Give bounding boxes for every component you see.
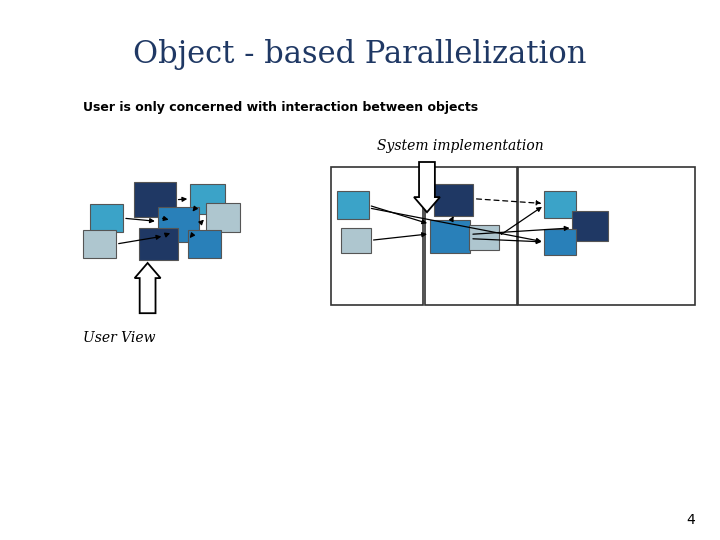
Text: User View: User View xyxy=(83,330,156,345)
Bar xyxy=(431,220,470,253)
Bar xyxy=(544,229,576,255)
Bar xyxy=(138,228,179,260)
Bar xyxy=(158,206,199,241)
Text: Object - based Parallelization: Object - based Parallelization xyxy=(133,38,587,70)
Text: User is only concerned with interaction between objects: User is only concerned with interaction … xyxy=(83,102,478,114)
Bar xyxy=(425,167,517,305)
Bar xyxy=(190,184,225,213)
Bar xyxy=(518,167,695,305)
Bar xyxy=(90,204,123,232)
Text: System implementation: System implementation xyxy=(377,139,544,153)
Bar xyxy=(83,230,116,258)
Bar xyxy=(331,167,423,305)
Bar xyxy=(433,184,474,216)
FancyArrow shape xyxy=(135,263,161,313)
FancyArrow shape xyxy=(414,162,440,212)
Bar xyxy=(188,230,221,258)
Bar xyxy=(337,191,369,219)
Text: 4: 4 xyxy=(686,512,695,526)
Bar xyxy=(134,182,176,217)
Bar xyxy=(572,211,608,241)
Bar xyxy=(469,225,499,250)
Bar xyxy=(341,228,371,253)
Bar xyxy=(544,191,576,218)
Bar xyxy=(206,202,240,232)
